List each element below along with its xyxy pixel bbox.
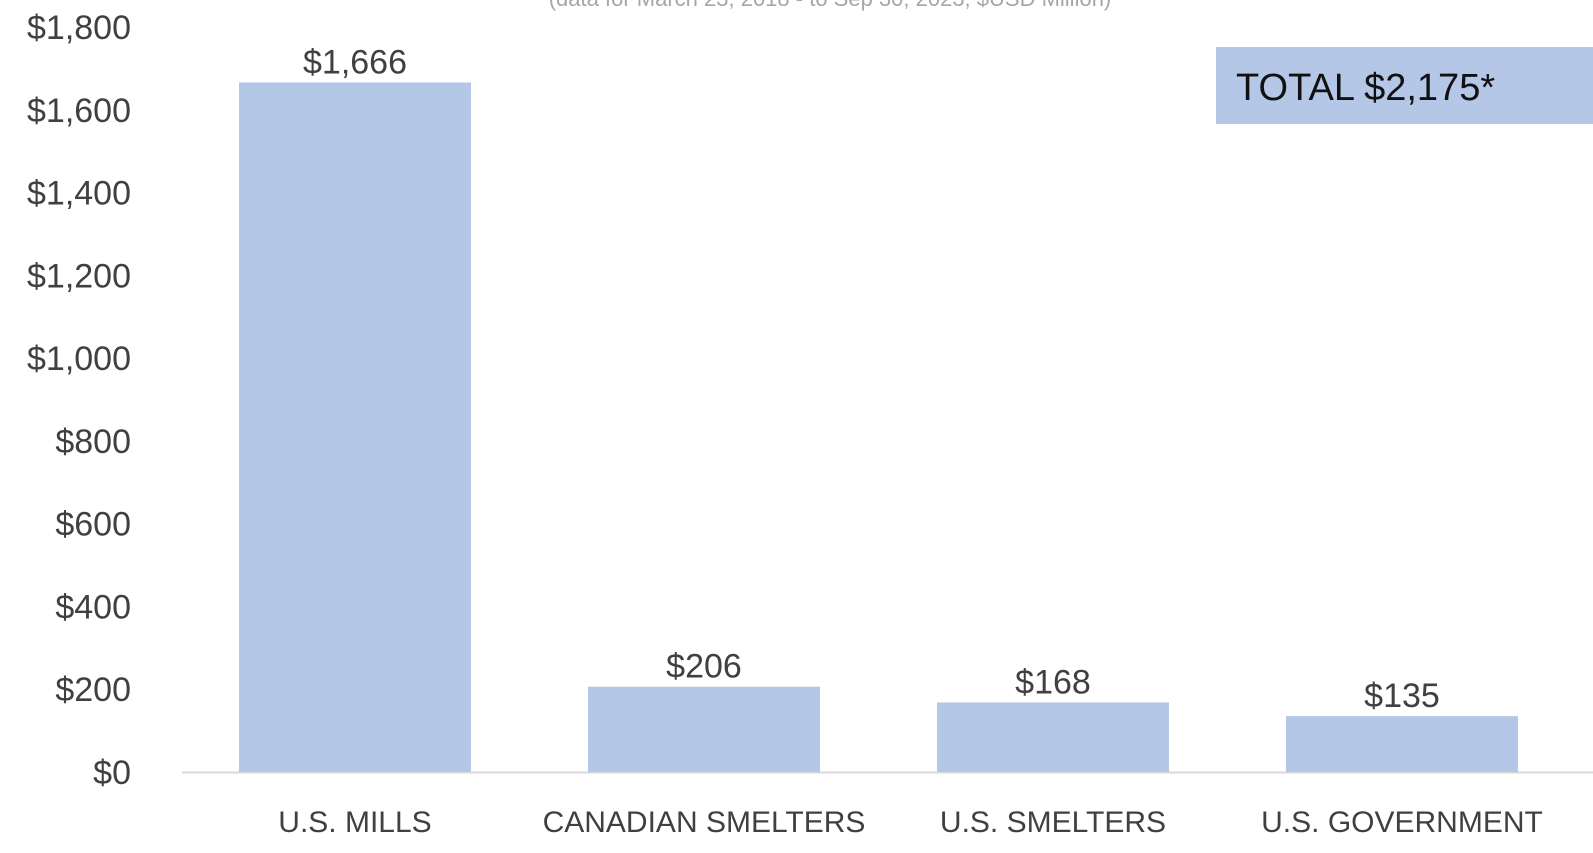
x-tick-label: U.S. GOVERNMENT: [1261, 806, 1543, 839]
bar-value-label: $1,666: [303, 43, 407, 81]
y-tick-label: $1,400: [27, 175, 131, 213]
value-labels-group: $1,666 $206 $168 $135: [303, 43, 1440, 715]
x-axis: U.S. MILLS CANADIAN SMELTERS U.S. SMELTERS…: [278, 806, 1543, 839]
total-annotation: TOTAL $2,175*: [1216, 47, 1593, 124]
y-tick-label: $600: [55, 506, 131, 544]
bar: [1286, 716, 1518, 772]
y-axis: $0 $200 $400 $600 $800 $1,000 $1,200 $1,400 $1,6…: [27, 9, 131, 792]
bar-value-label: $168: [1015, 663, 1091, 701]
bar: [937, 702, 1169, 772]
y-tick-label: $200: [55, 671, 131, 709]
bar: [239, 82, 471, 772]
chart-subtitle: (data for March 23, 2018 - to Sep 30, 20…: [549, 0, 1112, 11]
bar: [588, 686, 820, 772]
y-tick-label: $1,800: [27, 9, 131, 47]
y-tick-label: $400: [55, 588, 131, 626]
y-tick-label: $1,200: [27, 257, 131, 295]
x-tick-label: CANADIAN SMELTERS: [543, 806, 866, 839]
total-annotation-text: TOTAL $2,175*: [1236, 67, 1495, 109]
total-annotation-background: [1216, 47, 1593, 124]
y-tick-label: $1,000: [27, 340, 131, 378]
bar-value-label: $206: [666, 648, 742, 686]
bar-value-label: $135: [1364, 677, 1440, 715]
x-tick-label: U.S. MILLS: [278, 806, 431, 839]
x-tick-label: U.S. SMELTERS: [940, 806, 1166, 839]
y-tick-label: $1,600: [27, 92, 131, 130]
y-tick-label: $800: [55, 423, 131, 461]
y-tick-label: $0: [93, 754, 131, 792]
bars-group: [239, 82, 1518, 772]
